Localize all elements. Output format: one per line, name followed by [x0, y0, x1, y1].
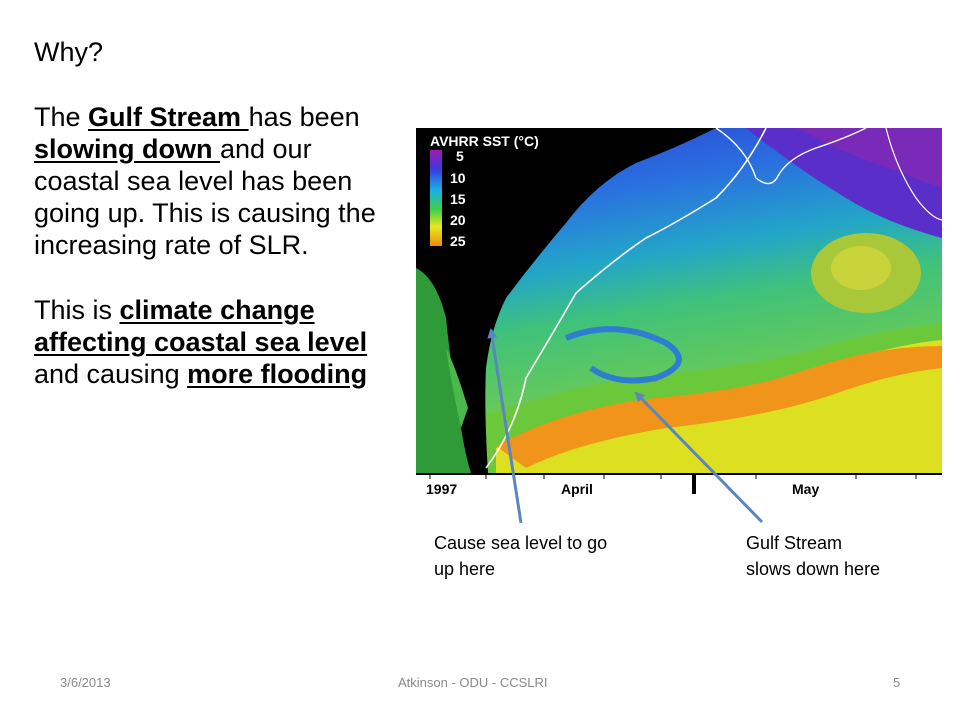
sst-satellite-map: AVHRR SST (°C) 5 10 15 20 25 1997 April … — [416, 128, 942, 497]
p2-text-2: and causing — [34, 359, 188, 389]
p1-text-2: has been — [248, 102, 360, 132]
timeline-strip — [416, 473, 942, 497]
timeline-year: 1997 — [426, 481, 457, 497]
caption-gulf-stream-line2: slows down here — [746, 559, 881, 579]
legend-label-10: 10 — [450, 170, 466, 186]
paragraph-gulf-stream: The Gulf Stream has been slowing down an… — [34, 101, 394, 261]
caption-sea-level: Cause sea level to go up here — [434, 530, 607, 582]
footer-center: Atkinson - ODU - CCSLRI — [398, 675, 548, 690]
legend-label-25: 25 — [450, 233, 466, 249]
footer-date: 3/6/2013 — [60, 675, 111, 690]
timeline-marker — [692, 474, 696, 494]
p1-text-3: and our coastal sea level has been going… — [34, 134, 376, 260]
legend-label-20: 20 — [450, 212, 466, 228]
footer-page-number: 5 — [893, 675, 901, 690]
timeline-april: April — [561, 481, 593, 497]
sst-legend-bar — [430, 150, 442, 246]
p1-text-1: The — [34, 102, 89, 132]
highlight-climate-change: climate change affecting coastal sea lev… — [34, 295, 368, 357]
highlight-slowing-down: slowing down — [34, 134, 220, 164]
legend-label-15: 15 — [450, 191, 466, 207]
caption-sea-level-line2: up here — [434, 559, 496, 579]
text-block: Why? The Gulf Stream has been slowing do… — [34, 36, 394, 423]
slide-heading: Why? — [34, 37, 104, 67]
caption-gulf-stream-line1: Gulf Stream — [746, 533, 843, 553]
caption-sea-level-line1: Cause sea level to go — [434, 533, 608, 553]
timeline-may: May — [792, 481, 819, 497]
caption-gulf-stream: Gulf Stream slows down here — [746, 530, 880, 582]
highlight-more-flooding: more flooding — [187, 359, 368, 389]
p2-text-1: This is — [34, 295, 120, 325]
legend-label-5: 5 — [456, 148, 464, 164]
highlight-gulf-stream: Gulf Stream — [88, 102, 249, 132]
paragraph-climate-change: This is climate change affecting coastal… — [34, 294, 394, 390]
map-title: AVHRR SST (°C) — [430, 133, 539, 149]
